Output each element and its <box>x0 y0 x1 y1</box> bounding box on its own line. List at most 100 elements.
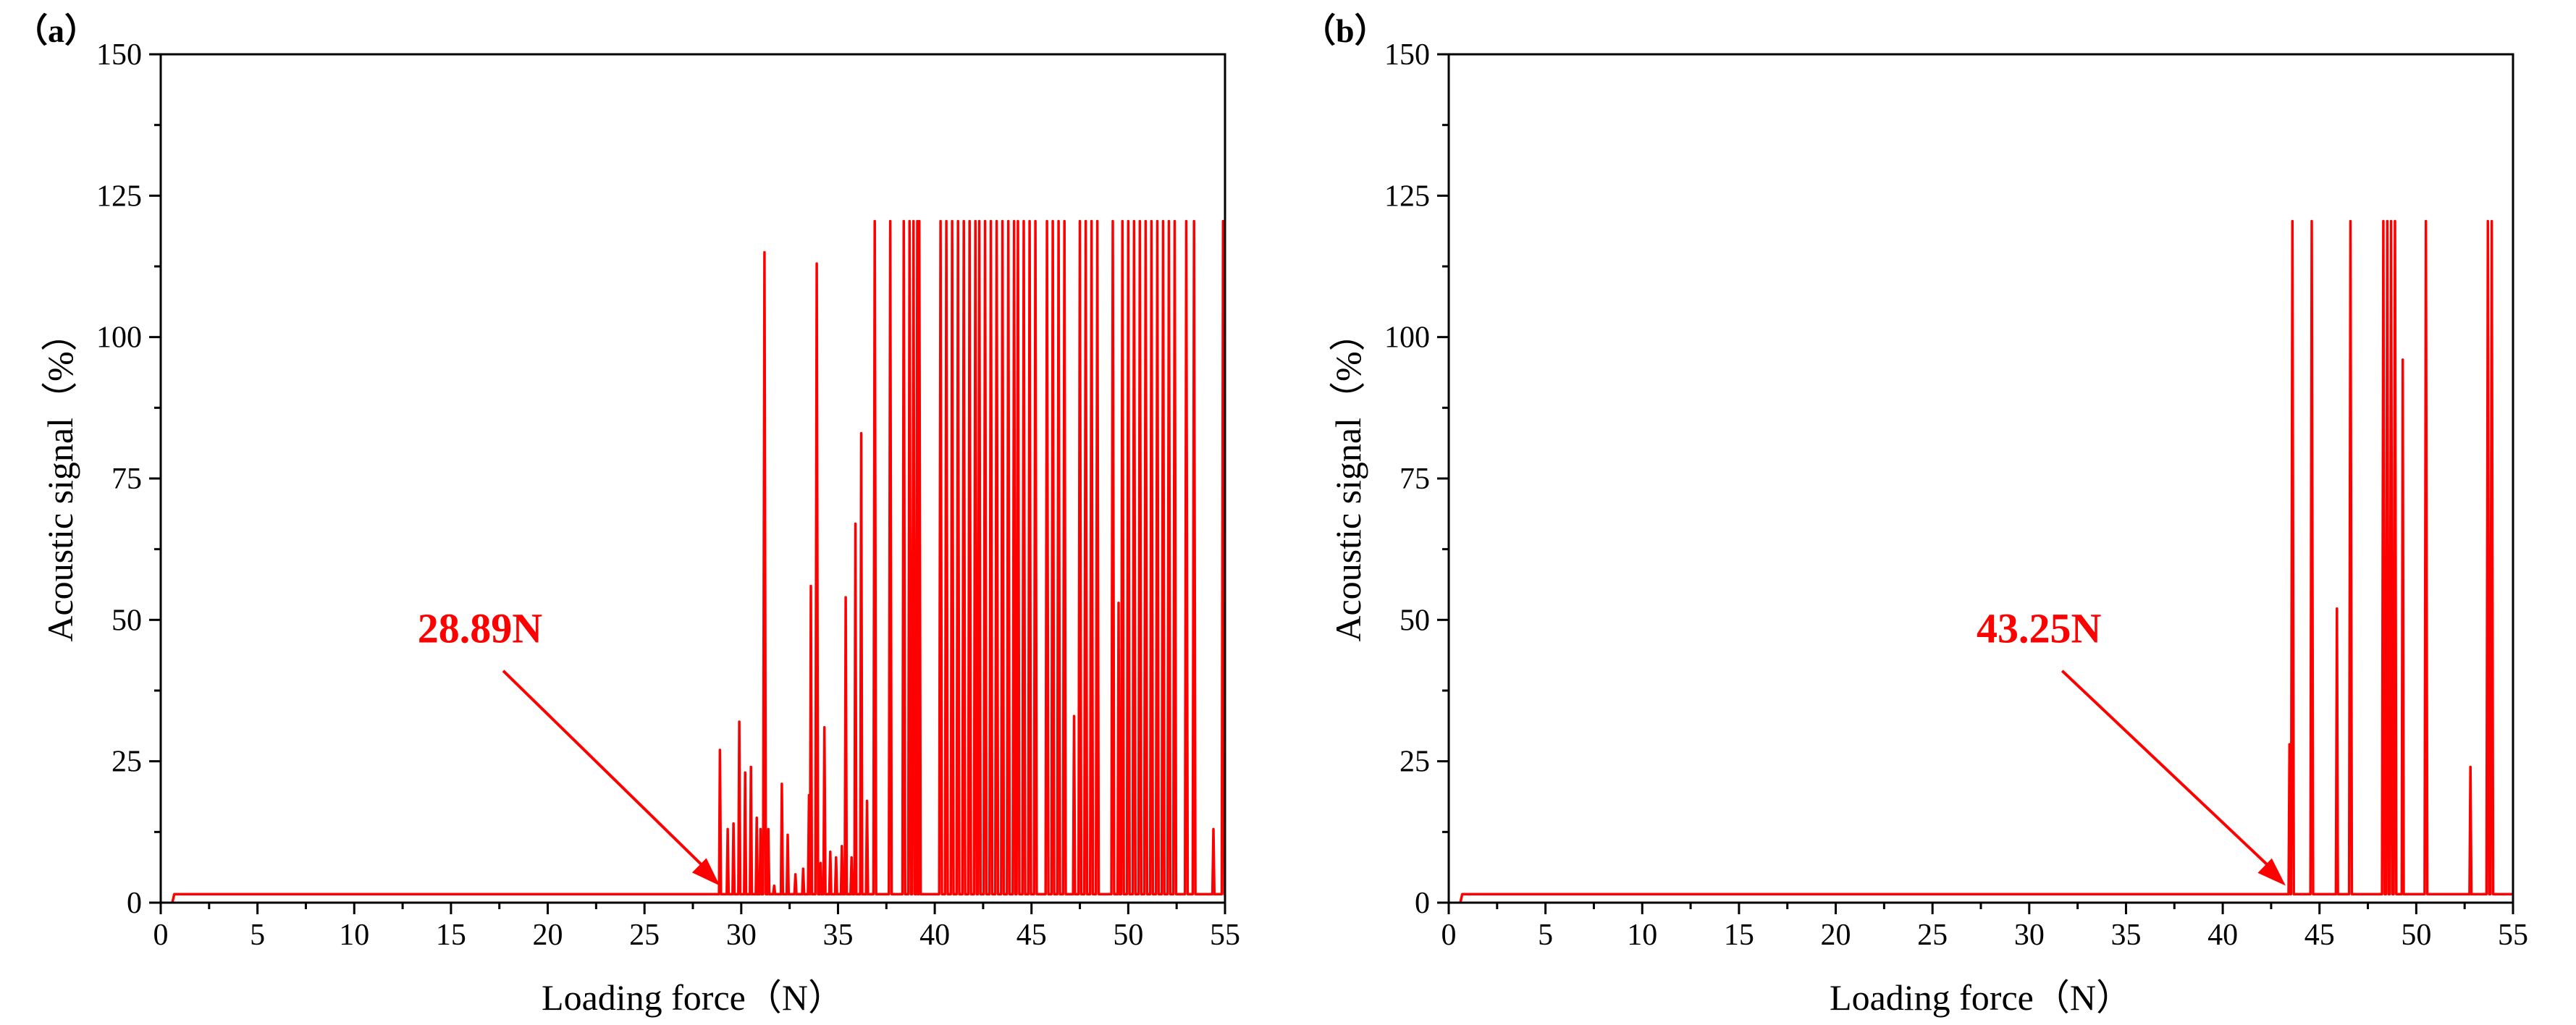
signal-point-a-48 <box>1013 220 1016 222</box>
signal-point-a-53 <box>1045 220 1048 222</box>
signal-point-a-2 <box>732 822 735 825</box>
x-tick-label-a-2: 10 <box>339 919 369 952</box>
x-tick-label-b-2: 10 <box>1627 919 1657 952</box>
signal-point-a-77 <box>1221 220 1224 222</box>
signal-point-a-39 <box>962 220 965 222</box>
annotation-label-a: 28.89N <box>418 605 543 652</box>
signal-point-a-35 <box>939 220 942 222</box>
signal-point-a-26 <box>860 432 862 434</box>
signal-point-b-1 <box>2291 220 2294 222</box>
x-tick-label-a-0: 0 <box>153 919 169 952</box>
y-tick-label-a-2: 50 <box>111 604 142 637</box>
y-tick-label-a-3: 75 <box>111 463 142 496</box>
y-axis-title-b: Acoustic signal（%） <box>1328 315 1368 641</box>
x-tick-label-a-7: 35 <box>822 919 853 952</box>
signal-point-a-11 <box>780 783 783 785</box>
signal-point-a-24 <box>850 856 853 859</box>
signal-point-a-27 <box>866 799 868 802</box>
signal-point-a-25 <box>854 523 856 525</box>
y-tick-label-a-0: 0 <box>127 887 142 920</box>
y-tick-label-b-0: 0 <box>1415 887 1430 920</box>
signal-point-a-32 <box>912 220 915 222</box>
signal-point-a-41 <box>974 220 977 222</box>
annotation-arrow-a <box>502 670 708 871</box>
y-tick-label-b-4: 100 <box>1384 321 1430 355</box>
signal-point-a-49 <box>1016 220 1019 222</box>
signal-point-a-72 <box>1168 220 1170 222</box>
signal-point-a-13 <box>794 873 797 876</box>
x-tick-label-a-11: 55 <box>1210 919 1240 952</box>
signal-point-a-44 <box>990 220 993 222</box>
signal-point-a-8 <box>763 251 766 253</box>
signal-point-a-7 <box>759 827 762 830</box>
signal-point-a-50 <box>1022 220 1025 222</box>
signal-point-b-9 <box>2402 358 2404 361</box>
x-tick-label-b-3: 15 <box>1724 919 1754 952</box>
signal-point-b-2 <box>2310 220 2313 222</box>
annotation-label-b: 43.25N <box>1977 605 2102 652</box>
signal-point-a-21 <box>835 856 838 859</box>
signal-point-a-63 <box>1117 602 1120 604</box>
signal-point-a-45 <box>996 220 998 222</box>
x-tick-label-a-6: 30 <box>726 919 757 952</box>
signal-point-b-6 <box>2386 220 2388 222</box>
x-tick-label-b-8: 40 <box>2207 919 2238 952</box>
signal-line-a <box>171 219 1226 903</box>
y-tick-label-a-4: 100 <box>96 321 142 355</box>
signal-point-a-22 <box>841 845 843 848</box>
x-axis-title-a: Loading force（N） <box>542 977 844 1018</box>
chart-panel-b: 0 5 10 15 20 25 30 35 40 45 50 55 0 25 50 75 100 125 150 Lo… <box>1288 0 2576 1025</box>
signal-point-a-47 <box>1007 220 1010 222</box>
x-tick-label-b-4: 20 <box>1821 919 1851 952</box>
annotation-arrowhead-b <box>2257 858 2286 886</box>
signal-point-a-38 <box>956 220 959 222</box>
signal-point-b-4 <box>2349 220 2352 222</box>
signal-point-a-12 <box>786 833 789 836</box>
x-tick-label-b-5: 25 <box>1917 919 1948 952</box>
signal-point-a-46 <box>1001 220 1004 222</box>
panel-label-a: （a） <box>14 12 98 49</box>
chart-panel-a: 0 5 10 15 20 25 30 35 40 45 50 55 0 25 50 75 100 125 150 Lo… <box>14 12 1240 1018</box>
signal-point-a-75 <box>1192 220 1195 222</box>
signal-point-a-62 <box>1111 220 1114 222</box>
y-tick-label-b-2: 50 <box>1399 604 1430 637</box>
annotation-arrowhead-a <box>691 858 720 886</box>
signal-point-b-12 <box>2486 220 2489 222</box>
x-tick-label-b-0: 0 <box>1441 919 1457 952</box>
signal-point-a-68 <box>1144 220 1147 222</box>
signal-point-a-61 <box>1096 220 1099 222</box>
signal-point-a-56 <box>1063 220 1066 222</box>
x-tick-label-b-9: 45 <box>2304 919 2335 952</box>
signal-point-b-7 <box>2390 220 2393 222</box>
chart-a-svg: 0 5 10 15 20 25 30 35 40 45 50 55 0 25 50 75 100 125 150 Lo… <box>14 12 1240 1018</box>
signal-point-a-51 <box>1028 220 1031 222</box>
signal-point-a-76 <box>1212 827 1215 830</box>
signal-point-a-4 <box>744 771 746 774</box>
signal-point-a-60 <box>1090 220 1093 222</box>
x-tick-label-b-10: 50 <box>2401 919 2431 952</box>
signal-point-a-64 <box>1121 220 1124 222</box>
signal-point-a-55 <box>1057 220 1060 222</box>
x-tick-label-a-5: 25 <box>629 919 660 952</box>
panel-label-b: （b） <box>1302 12 1388 49</box>
signal-point-a-0 <box>718 748 721 751</box>
y-axis-title-a: Acoustic signal（%） <box>40 315 80 641</box>
x-tick-label-a-4: 20 <box>533 919 563 952</box>
y-tick-label-b-5: 125 <box>1384 180 1430 213</box>
x-axis-title-b: Loading force（N） <box>1830 977 2132 1018</box>
signal-point-a-36 <box>945 220 948 222</box>
signal-point-a-59 <box>1085 220 1087 222</box>
signal-point-a-19 <box>823 726 826 729</box>
signal-point-b-11 <box>2469 766 2472 768</box>
signal-point-a-37 <box>951 220 954 222</box>
signal-point-b-3 <box>2336 607 2339 610</box>
signal-point-a-5 <box>749 766 752 768</box>
x-tick-label-a-10: 50 <box>1113 919 1143 952</box>
annotation-arrow-b <box>2061 670 2274 872</box>
signal-point-a-20 <box>829 851 832 853</box>
signal-point-a-57 <box>1073 714 1075 717</box>
y-tick-label-a-5: 125 <box>96 180 142 213</box>
y-tick-label-b-3: 75 <box>1399 463 1430 496</box>
signal-point-a-42 <box>978 220 981 222</box>
y-tick-label-b-1: 25 <box>1399 746 1430 779</box>
